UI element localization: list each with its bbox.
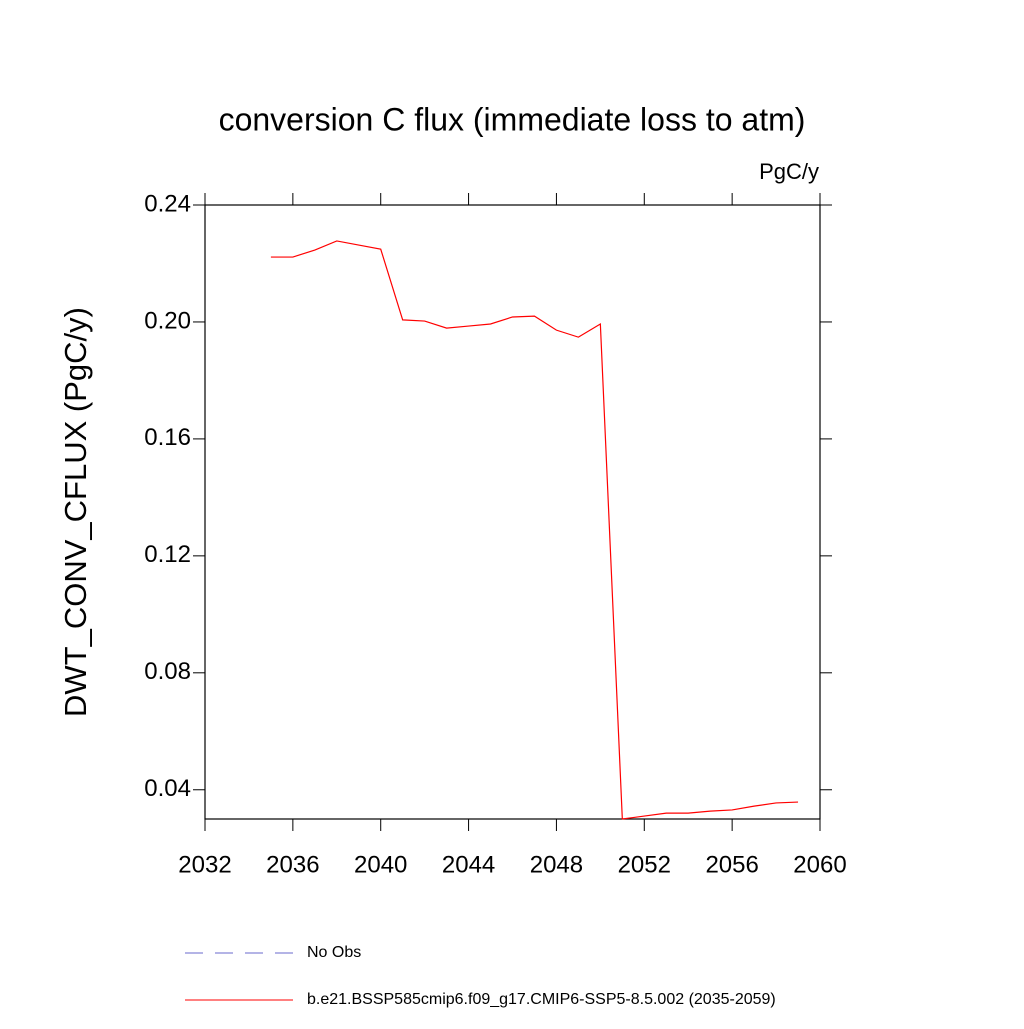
x-tick-label: 2052 [618,851,671,878]
legend-label: No Obs [307,944,361,961]
y-tick-label: 0.12 [144,541,191,568]
y-tick-label: 0.08 [144,658,191,685]
y-axis-label: DWT_CONV_CFLUX (PgC/y) [58,307,93,717]
units-label: PgC/y [759,159,819,184]
y-tick-label: 0.20 [144,307,191,334]
x-tick-label: 2036 [266,851,319,878]
x-tick-label: 2056 [705,851,758,878]
series-line [270,240,799,820]
x-tick-label: 2048 [530,851,583,878]
y-tick-label: 0.24 [144,190,191,217]
plot-frame [204,204,821,820]
x-tick-label: 2044 [442,851,495,878]
y-tick-label: 0.16 [144,424,191,451]
legend-label: b.e21.BSSP585cmip6.f09_g17.CMIP6-SSP5-8.… [307,991,776,1008]
x-tick-label: 2032 [178,851,231,878]
y-tick-label: 0.04 [144,775,191,802]
x-tick-label: 2060 [793,851,846,878]
chart-title: conversion C flux (immediate loss to atm… [219,101,806,137]
x-tick-label: 2040 [354,851,407,878]
